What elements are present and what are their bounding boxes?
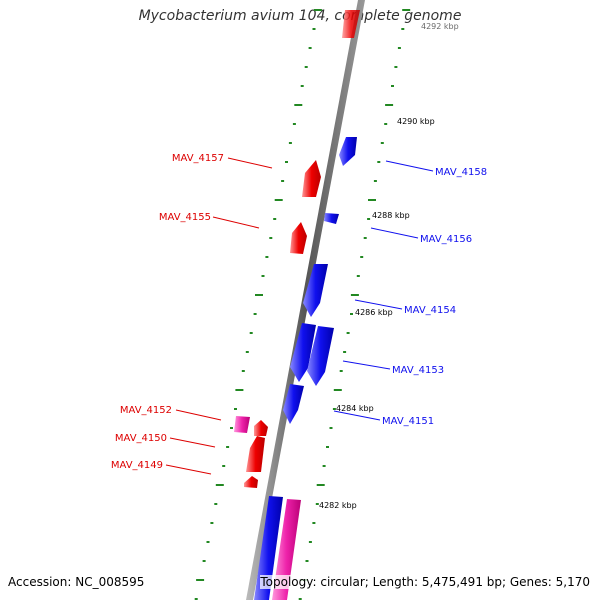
gene-mav-4151-glyph[interactable] bbox=[283, 384, 304, 424]
gene-label-mav-4154[interactable]: MAV_4154 bbox=[404, 305, 456, 316]
reverse-gene-labels: MAV_4158 MAV_4156 MAV_4154 MAV_4153 MAV_… bbox=[333, 160, 487, 427]
forward-gene-labels: MAV_4157 MAV_4155 MAV_4152 MAV_4150 MAV_… bbox=[111, 153, 273, 475]
map-title: Mycobacterium avium 104, complete genome bbox=[138, 8, 462, 24]
gene-mav-4154-glyph[interactable] bbox=[303, 264, 328, 317]
gene-label-mav-4153[interactable]: MAV_4153 bbox=[392, 365, 444, 376]
kbp-label: 4286 kbp bbox=[355, 308, 393, 317]
gene-label-mav-4150[interactable]: MAV_4150 bbox=[115, 433, 167, 444]
gene-mav-4152-glyph[interactable] bbox=[234, 416, 250, 433]
gene-mav-4155-glyph[interactable] bbox=[290, 222, 307, 254]
accession-text: Accession: NC_008595 bbox=[8, 575, 145, 589]
gene-mav-4153-glyph-a[interactable] bbox=[290, 323, 316, 382]
topology-text: Topology: circular; Length: 5,475,491 bp… bbox=[260, 575, 590, 589]
gene-mav-4158-glyph[interactable] bbox=[339, 137, 357, 166]
gene-label-mav-4151[interactable]: MAV_4151 bbox=[382, 416, 434, 427]
kbp-label: 4290 kbp bbox=[397, 117, 435, 126]
gene-mav-4157-glyph[interactable] bbox=[302, 160, 321, 197]
gene-label-mav-4149[interactable]: MAV_4149 bbox=[111, 460, 163, 471]
gene-mav-4150b-glyph[interactable] bbox=[246, 436, 265, 472]
gene-mav-4150-glyph[interactable] bbox=[254, 420, 268, 436]
gene-label-mav-4155[interactable]: MAV_4155 bbox=[159, 212, 211, 223]
kbp-label: 4282 kbp bbox=[319, 501, 357, 510]
tick-track bbox=[194, 9, 411, 600]
gene-top-fragment[interactable] bbox=[342, 10, 360, 38]
gene-bottom-pink-glyph[interactable] bbox=[272, 499, 301, 600]
kbp-label: 4292 kbp bbox=[421, 22, 459, 31]
gene-label-mav-4157[interactable]: MAV_4157 bbox=[172, 153, 224, 164]
gene-label-mav-4158[interactable]: MAV_4158 bbox=[435, 167, 487, 178]
gene-mav-4153-glyph-b[interactable] bbox=[307, 326, 334, 386]
gene-label-mav-4152[interactable]: MAV_4152 bbox=[120, 405, 172, 416]
gene-mav-4149-glyph[interactable] bbox=[244, 476, 258, 488]
gene-bottom-blue-glyph[interactable] bbox=[254, 496, 283, 600]
kbp-label: 4288 kbp bbox=[372, 211, 410, 220]
kbp-scale: 4292 kbp 4290 kbp 4288 kbp 4286 kbp 4284… bbox=[319, 22, 459, 510]
gene-mav-4156-glyph[interactable] bbox=[324, 213, 339, 224]
gene-label-mav-4156[interactable]: MAV_4156 bbox=[420, 234, 472, 245]
kbp-label: 4284 kbp bbox=[336, 404, 374, 413]
